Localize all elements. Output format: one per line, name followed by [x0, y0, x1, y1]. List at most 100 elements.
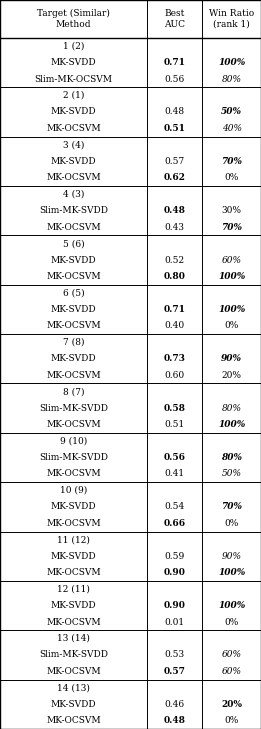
Text: MK-SVDD: MK-SVDD: [51, 354, 97, 363]
Text: 13 (14): 13 (14): [57, 634, 90, 643]
Text: 0.59: 0.59: [165, 552, 185, 561]
Text: 100%: 100%: [218, 272, 245, 281]
Text: MK-SVDD: MK-SVDD: [51, 58, 97, 67]
Text: 0.52: 0.52: [165, 256, 185, 265]
Text: 0.57: 0.57: [165, 157, 185, 165]
Text: MK-SVDD: MK-SVDD: [51, 601, 97, 610]
Text: 100%: 100%: [218, 601, 245, 610]
Text: 0.01: 0.01: [165, 617, 185, 626]
Text: Slim-MK-SVDD: Slim-MK-SVDD: [39, 453, 108, 462]
Text: Best
AUC: Best AUC: [164, 9, 185, 28]
Text: 0.66: 0.66: [164, 519, 186, 528]
Text: 7 (8): 7 (8): [63, 338, 85, 347]
Text: 20%: 20%: [222, 371, 242, 380]
Text: 60%: 60%: [222, 256, 242, 265]
Text: 40%: 40%: [222, 124, 242, 133]
Text: MK-SVDD: MK-SVDD: [51, 700, 97, 709]
Text: 90%: 90%: [222, 552, 242, 561]
Text: 50%: 50%: [221, 107, 242, 117]
Text: 100%: 100%: [218, 420, 245, 429]
Text: 0.57: 0.57: [164, 667, 186, 676]
Text: MK-OCSVM: MK-OCSVM: [46, 222, 101, 232]
Text: 0.62: 0.62: [164, 174, 186, 182]
Text: MK-OCSVM: MK-OCSVM: [46, 717, 101, 725]
Text: 12 (11): 12 (11): [57, 585, 90, 593]
Text: Target (Similar)
Method: Target (Similar) Method: [37, 9, 110, 28]
Text: 10 (9): 10 (9): [60, 486, 87, 495]
Text: 0.43: 0.43: [165, 222, 185, 232]
Text: 80%: 80%: [222, 74, 242, 84]
Text: Slim-MK-SVDD: Slim-MK-SVDD: [39, 404, 108, 413]
Text: MK-OCSVM: MK-OCSVM: [46, 667, 101, 676]
Text: MK-SVDD: MK-SVDD: [51, 157, 97, 165]
Text: 0.51: 0.51: [164, 124, 186, 133]
Text: MK-OCSVM: MK-OCSVM: [46, 617, 101, 626]
Text: 70%: 70%: [221, 502, 242, 511]
Text: 80%: 80%: [221, 453, 242, 462]
Text: 70%: 70%: [221, 157, 242, 165]
Text: 9 (10): 9 (10): [60, 437, 87, 445]
Text: 0.71: 0.71: [164, 305, 186, 314]
Text: MK-SVDD: MK-SVDD: [51, 256, 97, 265]
Text: 0.51: 0.51: [165, 420, 185, 429]
Text: 14 (13): 14 (13): [57, 683, 90, 693]
Text: 0.40: 0.40: [165, 321, 185, 330]
Text: 0.46: 0.46: [165, 700, 185, 709]
Text: 0%: 0%: [224, 717, 239, 725]
Text: 0.53: 0.53: [165, 650, 185, 660]
Text: 3 (4): 3 (4): [63, 141, 84, 149]
Text: MK-OCSVM: MK-OCSVM: [46, 519, 101, 528]
Text: 6 (5): 6 (5): [63, 289, 85, 297]
Text: 80%: 80%: [222, 404, 242, 413]
Text: 20%: 20%: [221, 700, 242, 709]
Text: 0.58: 0.58: [164, 404, 186, 413]
Text: Slim-MK-SVDD: Slim-MK-SVDD: [39, 206, 108, 215]
Text: MK-OCSVM: MK-OCSVM: [46, 124, 101, 133]
Text: 100%: 100%: [218, 305, 245, 314]
Text: MK-OCSVM: MK-OCSVM: [46, 321, 101, 330]
Text: 0%: 0%: [224, 617, 239, 626]
Text: 0.56: 0.56: [165, 74, 185, 84]
Text: MK-OCSVM: MK-OCSVM: [46, 420, 101, 429]
Text: Slim-MK-OCSVM: Slim-MK-OCSVM: [35, 74, 113, 84]
Text: MK-SVDD: MK-SVDD: [51, 107, 97, 117]
Text: 0.60: 0.60: [165, 371, 185, 380]
Text: Slim-MK-SVDD: Slim-MK-SVDD: [39, 650, 108, 660]
Text: 60%: 60%: [222, 650, 242, 660]
Text: Win Ratio
(rank 1): Win Ratio (rank 1): [209, 9, 254, 28]
Text: 0%: 0%: [224, 321, 239, 330]
Text: 4 (3): 4 (3): [63, 190, 84, 199]
Text: 0.54: 0.54: [165, 502, 185, 511]
Text: 0.90: 0.90: [164, 601, 186, 610]
Text: 5 (6): 5 (6): [63, 239, 85, 248]
Text: MK-SVDD: MK-SVDD: [51, 552, 97, 561]
Text: MK-OCSVM: MK-OCSVM: [46, 371, 101, 380]
Text: 2 (1): 2 (1): [63, 91, 84, 100]
Text: 11 (12): 11 (12): [57, 535, 90, 545]
Text: MK-OCSVM: MK-OCSVM: [46, 568, 101, 577]
Text: MK-OCSVM: MK-OCSVM: [46, 469, 101, 478]
Text: MK-OCSVM: MK-OCSVM: [46, 174, 101, 182]
Text: 30%: 30%: [222, 206, 242, 215]
Text: MK-SVDD: MK-SVDD: [51, 305, 97, 314]
Text: 0%: 0%: [224, 174, 239, 182]
Text: 0.80: 0.80: [164, 272, 186, 281]
Text: 8 (7): 8 (7): [63, 387, 85, 396]
Text: 0.48: 0.48: [164, 717, 186, 725]
Text: 0.56: 0.56: [164, 453, 186, 462]
Text: 90%: 90%: [221, 354, 242, 363]
Text: 0.71: 0.71: [164, 58, 186, 67]
Text: 60%: 60%: [222, 667, 242, 676]
Text: 0.73: 0.73: [164, 354, 186, 363]
Text: 0.48: 0.48: [164, 206, 186, 215]
Text: 100%: 100%: [218, 568, 245, 577]
Text: MK-SVDD: MK-SVDD: [51, 502, 97, 511]
Text: MK-OCSVM: MK-OCSVM: [46, 272, 101, 281]
Text: 100%: 100%: [218, 58, 245, 67]
Text: 0.48: 0.48: [165, 107, 185, 117]
Text: 0.41: 0.41: [165, 469, 185, 478]
Text: 0.90: 0.90: [164, 568, 186, 577]
Text: 0%: 0%: [224, 519, 239, 528]
Text: 70%: 70%: [221, 222, 242, 232]
Text: 50%: 50%: [222, 469, 242, 478]
